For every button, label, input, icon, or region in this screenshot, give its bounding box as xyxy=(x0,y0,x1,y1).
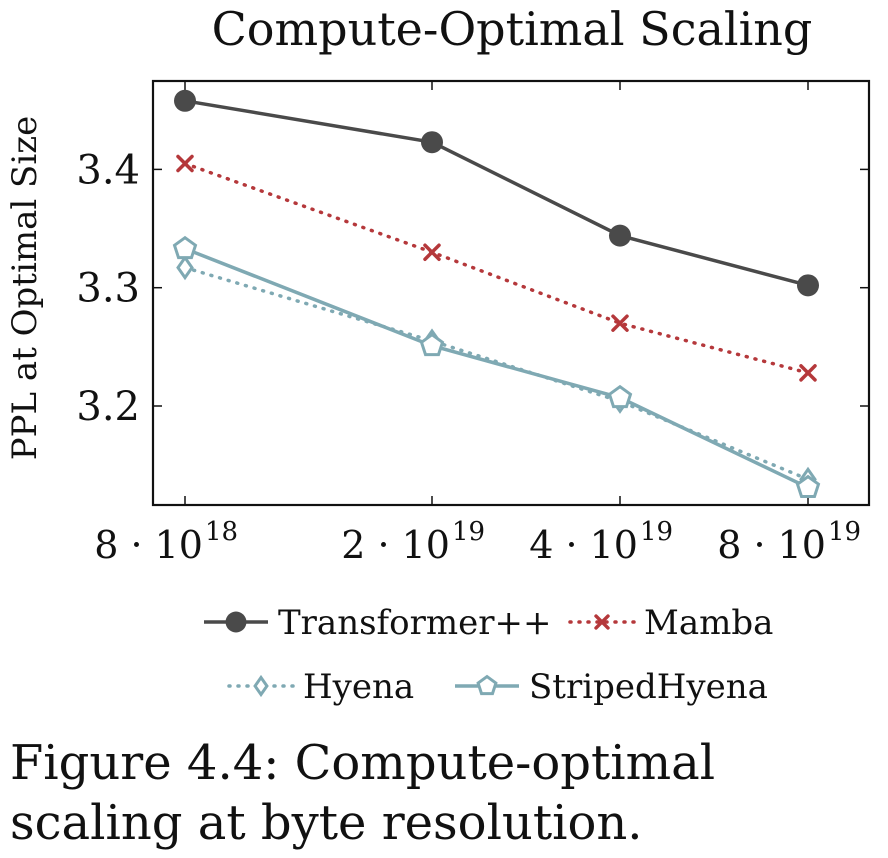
x-tick-label-exponent: 19 xyxy=(640,517,673,547)
plot-frame xyxy=(151,79,871,507)
legend-item-stripedhyena: StripedHyena xyxy=(455,667,768,707)
series-line-hyena xyxy=(183,265,810,482)
legend-marker xyxy=(594,614,610,630)
x-tick-label: 8 · 10 19 xyxy=(717,517,861,567)
series-line-stripedhyena xyxy=(184,247,809,490)
data-point-stripedhyena xyxy=(795,474,821,498)
series-line-mamba xyxy=(183,161,810,375)
x-tick-label-base: 2 · 10 xyxy=(341,523,450,567)
series-transformer xyxy=(174,89,819,297)
chart: Compute-Optimal Scaling PPL at Optimal S… xyxy=(5,2,871,707)
chart-title: Compute-Optimal Scaling xyxy=(212,2,813,56)
legend-label: Transformer++ xyxy=(278,603,551,643)
legend-item-transformer: Transformer++ xyxy=(204,603,551,643)
data-point-transformer xyxy=(174,89,196,112)
data-point-transformer xyxy=(797,274,819,297)
legend-item-hyena: Hyena xyxy=(227,667,414,707)
y-axis-label: PPL at Optimal Size xyxy=(5,116,45,460)
series-stripedhyena xyxy=(172,235,821,498)
legend-marker xyxy=(225,611,247,633)
x-tick-label-base: 8 · 10 xyxy=(717,523,826,567)
data-point-mamba xyxy=(176,154,194,173)
data-point-transformer xyxy=(421,131,443,154)
legend-marker xyxy=(253,674,269,698)
figure-caption: Figure 4.4: Compute-optimal scaling at b… xyxy=(10,735,716,851)
x-tick-label-base: 8 · 10 xyxy=(94,523,203,567)
series-line-transformer xyxy=(184,99,809,287)
y-tick-label: 3.3 xyxy=(76,266,140,312)
y-tick-label: 3.2 xyxy=(76,384,140,430)
x-tick-label-exponent: 18 xyxy=(205,517,238,547)
legend-label: StripedHyena xyxy=(529,667,768,707)
data-point-transformer xyxy=(609,224,631,247)
data-point-mamba xyxy=(611,314,629,332)
x-tick-label-exponent: 19 xyxy=(452,517,485,547)
series-mamba xyxy=(176,154,817,382)
data-point-stripedhyena xyxy=(419,332,445,357)
x-tick-label: 4 · 10 19 xyxy=(529,517,673,567)
series-hyena xyxy=(176,254,817,492)
x-tick-label: 2 · 10 19 xyxy=(341,517,485,567)
data-point-mamba xyxy=(423,243,441,261)
data-point-mamba xyxy=(799,364,817,382)
data-point-stripedhyena xyxy=(172,235,198,260)
legend-item-mamba: Mamba xyxy=(568,603,773,643)
legend-marker xyxy=(476,674,498,696)
x-tick-label-exponent: 19 xyxy=(828,517,861,547)
x-tick-label-base: 4 · 10 xyxy=(529,523,638,567)
y-tick-label: 3.4 xyxy=(76,147,140,193)
legend-label: Mamba xyxy=(644,603,773,643)
legend-label: Hyena xyxy=(303,667,414,707)
axes-layer: 3.23.33.48 · 10 18 2 · 10 19 4 · 10 19 8 · 10 1… xyxy=(76,81,869,567)
x-tick-label: 8 · 10 18 xyxy=(94,517,238,567)
series-layer xyxy=(172,89,821,498)
legend: Transformer++ Mamba Hyena StripedHyena xyxy=(204,603,773,707)
data-point-hyena xyxy=(176,254,194,281)
data-point-stripedhyena xyxy=(607,384,633,409)
